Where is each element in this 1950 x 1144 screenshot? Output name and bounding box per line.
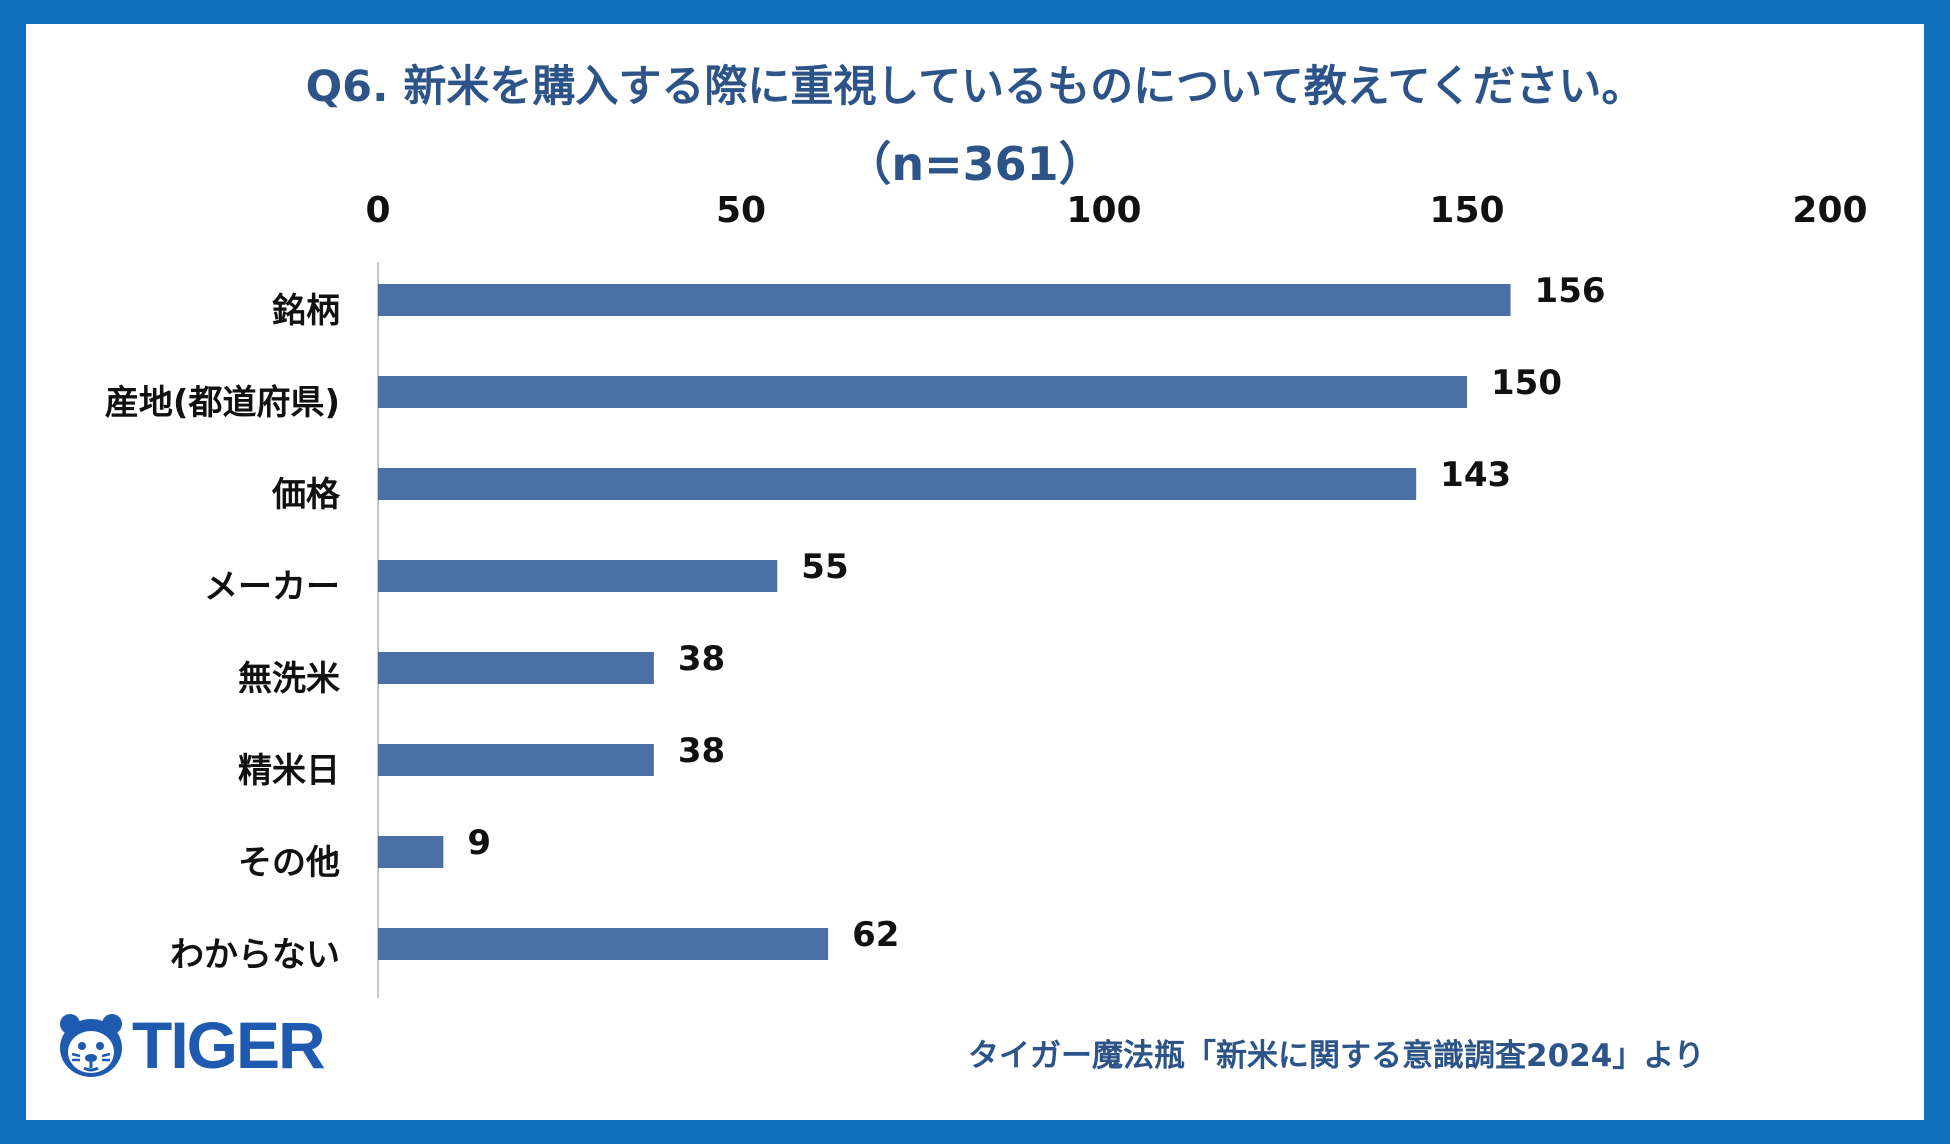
white-panel — [26, 24, 1924, 1120]
tiger-logo: TIGER — [56, 1010, 346, 1080]
chart-subtitle: （n=361） — [845, 137, 1105, 191]
x-tick-label: 100 — [1066, 190, 1141, 231]
x-tick-label: 0 — [365, 190, 390, 231]
data-label: 62 — [852, 915, 899, 955]
category-label: 無洗米 — [238, 659, 340, 699]
data-label: 38 — [678, 639, 725, 679]
data-label: 156 — [1535, 271, 1606, 311]
source-note: タイガー魔法瓶「新米に関する意識調査2024」より — [968, 1038, 1705, 1074]
bar — [378, 928, 829, 960]
category-label: メーカー — [204, 567, 340, 607]
category-label: 精米日 — [238, 751, 340, 791]
category-label: 価格 — [271, 475, 341, 515]
data-label: 143 — [1440, 455, 1511, 495]
data-label: 9 — [467, 823, 491, 863]
bar — [378, 744, 654, 776]
chart-title: Q6. 新米を購入する際に重視しているものについて教えてください。 — [305, 62, 1645, 112]
bar — [378, 284, 1511, 316]
bar — [378, 376, 1467, 408]
category-label: わからない — [170, 935, 340, 975]
tiger-face-icon — [60, 1014, 122, 1077]
data-label: 55 — [801, 547, 848, 587]
category-label: その他 — [238, 843, 340, 883]
bar — [378, 560, 778, 592]
bar — [378, 468, 1417, 500]
data-label: 150 — [1491, 363, 1562, 403]
category-label: 銘柄 — [272, 291, 340, 331]
bar — [378, 652, 654, 684]
x-tick-label: 200 — [1792, 190, 1867, 231]
x-tick-label: 50 — [716, 190, 766, 231]
category-label: 産地(都道府県) — [105, 383, 340, 423]
bar — [378, 836, 444, 868]
logo-text: TIGER — [132, 1008, 326, 1082]
x-tick-label: 150 — [1429, 190, 1504, 231]
data-label: 38 — [678, 731, 725, 771]
